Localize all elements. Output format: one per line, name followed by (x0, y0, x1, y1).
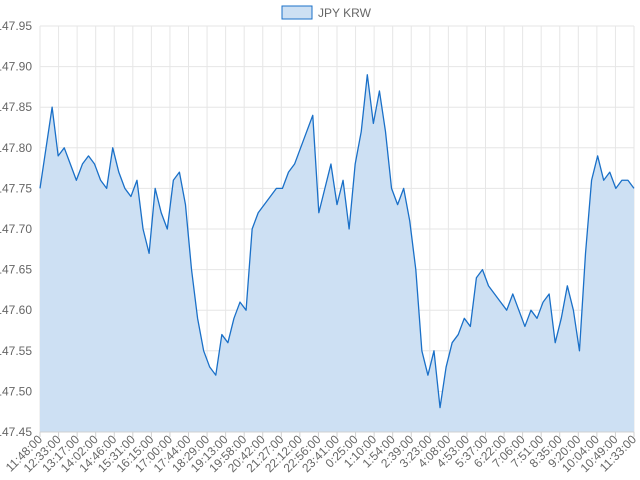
legend-swatch (281, 5, 313, 20)
y-tick-label: 147.45 (0, 425, 32, 439)
x-axis: 11:48:0012:33:0013:17:0014:02:0014:46:00… (3, 431, 639, 475)
legend-label: JPY KRW (318, 6, 372, 20)
series-line (39, 74, 635, 409)
y-tick-label: 147.75 (0, 181, 32, 195)
y-tick-label: 147.60 (0, 303, 32, 317)
chart-legend[interactable]: JPY KRW (281, 5, 372, 20)
y-tick-label: 147.90 (0, 60, 32, 74)
series-area (39, 74, 635, 432)
y-tick-label: 147.70 (0, 222, 32, 236)
y-tick-label: 147.85 (0, 100, 32, 114)
y-tick-label: 147.65 (0, 263, 32, 277)
y-tick-label: 147.95 (0, 19, 32, 33)
series-fill (40, 74, 634, 432)
y-tick-label: 147.55 (0, 344, 32, 358)
y-tick-label: 147.80 (0, 141, 32, 155)
y-axis: 147.45 147.50 147.55 147.60 147.65 147.70 147.… (0, 19, 32, 439)
y-tick-label: 147.50 (0, 384, 32, 398)
